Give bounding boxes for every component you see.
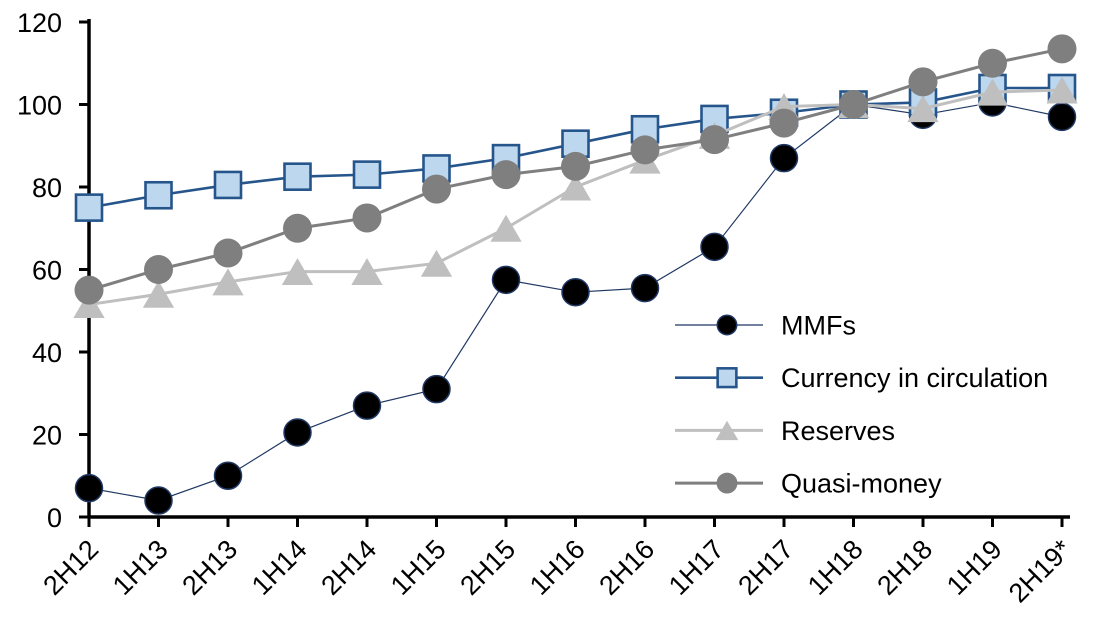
reserves-marker	[420, 249, 453, 277]
currency-in-circulation-marker	[716, 367, 738, 389]
x-tick-label: 2H19*	[1003, 534, 1078, 609]
legend-item-currency-in-circulation: Currency in circulation	[675, 363, 1048, 393]
x-tick-label: 1H16	[524, 534, 591, 601]
x-tick-label: 1H14	[246, 534, 313, 601]
y-tick-label: 60	[32, 256, 62, 286]
x-tick-label: 2H15	[454, 534, 521, 601]
reserves-marker	[907, 95, 939, 123]
reserves-marker	[715, 420, 739, 441]
mmfs-marker	[700, 232, 729, 262]
legend-item-quasi-money: Quasi-money	[675, 469, 942, 499]
quasi-money-marker	[1047, 34, 1077, 64]
quasi-money-marker	[422, 174, 451, 204]
mmfs-marker	[352, 391, 382, 420]
x-tick-label: 2H17	[732, 534, 799, 601]
mmfs-marker	[74, 473, 104, 503]
reserves-marker	[281, 258, 314, 286]
series-quasi-money	[74, 34, 1077, 305]
x-axis: 2H12 1H13 2H13 1H14 2H14 1H15 2H15 1H16 2H16 1H17…	[37, 515, 1078, 609]
quasi-money-marker	[74, 275, 104, 305]
legend-label: Quasi-money	[781, 469, 942, 499]
quasi-money-marker	[561, 151, 590, 181]
mmfs-marker	[561, 277, 590, 307]
series-mmfs	[74, 88, 1077, 515]
x-tick-label: 2H18	[871, 534, 938, 601]
x-tick-label: 1H18	[802, 534, 869, 601]
reserves-marker	[559, 173, 592, 201]
mmfs-marker	[1047, 102, 1077, 132]
y-tick-label: 80	[32, 173, 62, 203]
reserves-marker	[1046, 76, 1078, 104]
quasi-money-marker	[352, 203, 382, 233]
currency-in-circulation-marker	[352, 160, 382, 189]
x-tick-label: 2H12	[37, 534, 104, 601]
legend: MMFs Currency in circulation Reserves Quasi…	[675, 311, 1048, 499]
mmfs-marker	[491, 265, 521, 295]
quasi-money-marker	[978, 48, 1007, 78]
x-tick-label: 1H19	[941, 534, 1008, 601]
currency-in-circulation-marker	[213, 170, 243, 200]
reserves-marker	[351, 258, 383, 286]
x-tick-label: 1H17	[663, 534, 730, 601]
legend-item-reserves: Reserves	[675, 416, 895, 446]
x-tick-label: 2H13	[176, 534, 243, 601]
quasi-money-marker	[908, 67, 938, 97]
quasi-money-marker	[213, 238, 243, 268]
currency-in-circulation-marker	[144, 180, 173, 210]
x-tick-label: 2H16	[593, 534, 660, 601]
reserves-marker	[212, 268, 244, 296]
currency-in-circulation-marker	[283, 162, 312, 191]
mmfs-marker	[422, 374, 451, 404]
y-tick-label: 120	[17, 8, 62, 38]
legend-item-mmfs: MMFs	[675, 311, 856, 341]
legend-label: MMFs	[781, 311, 856, 341]
mmfs-marker	[213, 461, 243, 490]
quasi-money-marker	[769, 108, 799, 138]
legend-label: Reserves	[781, 416, 895, 446]
x-tick-label: 1H13	[107, 534, 174, 601]
legend-label: Currency in circulation	[781, 363, 1048, 393]
quasi-money-marker	[283, 213, 312, 243]
y-tick-label: 40	[32, 338, 62, 368]
reserves-marker	[490, 214, 522, 242]
quasi-money-marker	[716, 472, 738, 494]
y-tick-label: 0	[47, 503, 62, 533]
y-tick-label: 100	[17, 91, 62, 121]
mmfs-marker	[283, 418, 312, 447]
y-tick-label: 20	[32, 421, 62, 451]
quasi-money-marker	[700, 125, 729, 155]
mmfs-marker	[716, 314, 738, 336]
mmfs-marker	[769, 143, 799, 173]
x-tick-label: 1H15	[385, 534, 452, 601]
quasi-money-marker	[491, 160, 521, 190]
quasi-money-marker	[839, 90, 868, 119]
reserves-marker	[976, 78, 1009, 106]
quasi-money-marker	[630, 135, 660, 165]
quasi-money-marker	[144, 255, 173, 284]
currency-in-circulation-marker	[74, 193, 104, 222]
reserves-marker	[142, 280, 175, 308]
mmfs-marker	[144, 486, 173, 515]
x-tick-label: 2H14	[315, 534, 382, 601]
y-axis: 0 20 40 60 80 100 120	[17, 8, 91, 533]
mmfs-marker	[630, 273, 660, 303]
